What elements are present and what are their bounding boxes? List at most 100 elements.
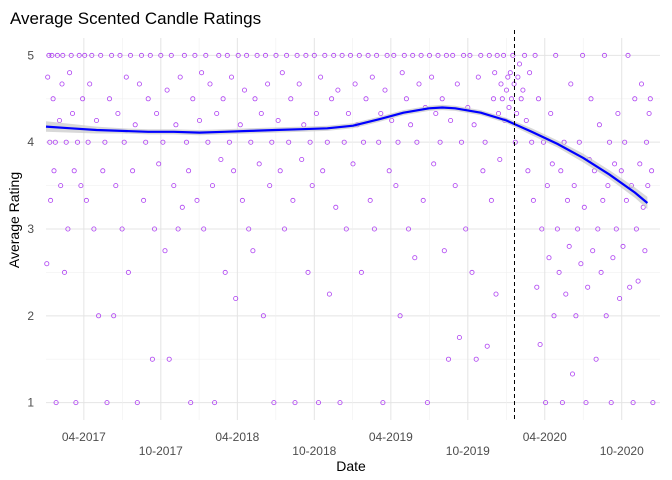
data-point xyxy=(351,162,355,166)
data-point xyxy=(124,75,128,79)
data-point xyxy=(379,111,383,115)
data-point xyxy=(643,249,647,253)
x-axis-ticks: 04-201710-201704-201810-201804-201910-20… xyxy=(62,430,644,458)
data-point xyxy=(521,88,525,92)
data-point xyxy=(251,249,255,253)
y-tick-label: 2 xyxy=(27,309,34,323)
data-point xyxy=(155,111,159,115)
y-tick-label: 4 xyxy=(27,135,34,149)
data-point xyxy=(582,205,586,209)
data-point xyxy=(547,256,551,260)
data-point xyxy=(208,82,212,86)
data-point xyxy=(45,262,49,266)
data-point xyxy=(564,292,568,296)
data-point xyxy=(195,198,199,202)
data-point xyxy=(481,169,485,173)
data-point xyxy=(178,75,182,79)
data-point xyxy=(46,75,50,79)
data-point xyxy=(232,169,236,173)
data-point xyxy=(94,118,98,122)
y-tick-label: 1 xyxy=(27,396,34,410)
data-point xyxy=(266,82,270,86)
data-point xyxy=(517,62,521,66)
data-point xyxy=(60,82,64,86)
data-point xyxy=(242,88,246,92)
data-point xyxy=(455,82,459,86)
data-point xyxy=(417,82,421,86)
data-point xyxy=(413,256,417,260)
data-point xyxy=(219,157,223,161)
chart-title: Average Scented Candle Ratings xyxy=(10,9,261,28)
x-axis-title: Date xyxy=(336,458,366,474)
data-point xyxy=(507,105,511,109)
data-point xyxy=(624,198,628,202)
data-point xyxy=(180,205,184,209)
data-point xyxy=(586,285,590,289)
data-point xyxy=(498,157,502,161)
data-point xyxy=(70,111,74,115)
data-point xyxy=(353,82,357,86)
data-point xyxy=(559,169,563,173)
smooth-trend-line xyxy=(46,108,647,204)
data-point xyxy=(516,75,520,79)
data-point xyxy=(535,285,539,289)
data-point xyxy=(334,205,338,209)
data-point xyxy=(570,372,574,376)
data-point xyxy=(390,118,394,122)
data-point xyxy=(449,118,453,122)
data-point xyxy=(591,249,595,253)
data-point xyxy=(647,111,651,115)
data-point xyxy=(200,71,204,75)
data-point xyxy=(430,75,434,79)
x-tick-label: 10-2020 xyxy=(600,444,644,458)
data-point xyxy=(476,75,480,79)
data-point xyxy=(613,162,617,166)
x-tick-label: 10-2019 xyxy=(446,444,490,458)
data-point xyxy=(327,292,331,296)
data-point xyxy=(421,198,425,202)
data-point xyxy=(494,292,498,296)
data-point xyxy=(72,169,76,173)
data-point xyxy=(238,123,242,127)
data-point xyxy=(432,162,436,166)
data-point xyxy=(442,249,446,253)
data-point xyxy=(508,71,512,75)
data-point xyxy=(531,198,535,202)
data-point xyxy=(550,162,554,166)
data-point xyxy=(240,198,244,202)
data-point xyxy=(549,111,553,115)
data-point xyxy=(297,82,301,86)
data-point xyxy=(229,75,233,79)
data-point xyxy=(259,111,263,115)
data-point xyxy=(457,335,461,339)
data-point xyxy=(650,169,654,173)
data-point xyxy=(84,198,88,202)
data-point xyxy=(538,342,542,346)
confidence-band-area xyxy=(46,105,647,209)
data-point xyxy=(569,82,573,86)
data-point xyxy=(489,198,493,202)
data-point xyxy=(197,118,201,122)
data-point xyxy=(257,162,261,166)
data-point xyxy=(131,169,135,173)
confidence-band xyxy=(46,105,647,209)
x-tick-label: 04-2020 xyxy=(523,430,567,444)
data-point xyxy=(215,111,219,115)
data-point xyxy=(57,118,61,122)
data-point xyxy=(383,88,387,92)
data-point xyxy=(116,111,120,115)
data-point xyxy=(319,75,323,79)
data-point xyxy=(370,75,374,79)
data-point xyxy=(579,262,583,266)
data-point xyxy=(611,256,615,260)
y-tick-label: 3 xyxy=(27,222,34,236)
x-tick-label: 10-2018 xyxy=(292,444,336,458)
data-point xyxy=(346,111,350,115)
data-point xyxy=(409,123,413,127)
data-point xyxy=(515,111,519,115)
data-point xyxy=(565,198,569,202)
data-point xyxy=(526,169,530,173)
data-point xyxy=(485,344,489,348)
